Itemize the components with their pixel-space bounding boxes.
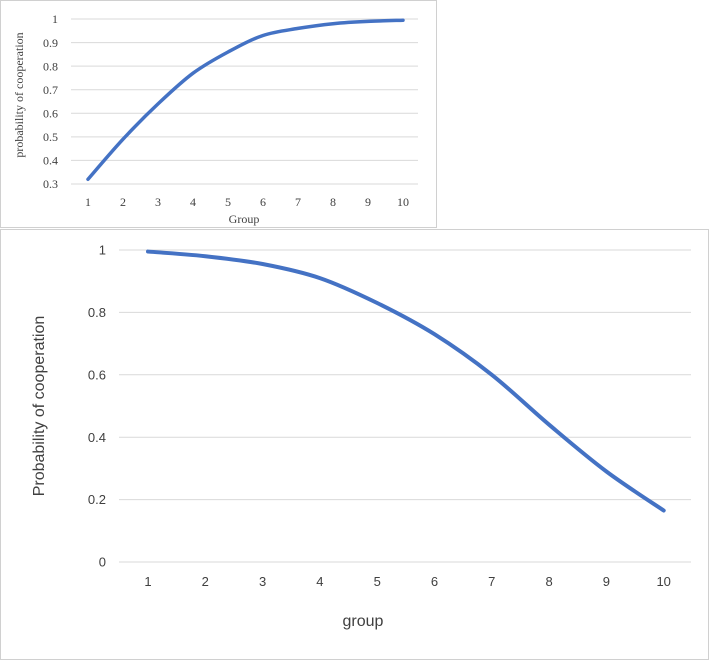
y-axis-title: Probability of cooperation xyxy=(31,316,48,497)
x-tick-label: 3 xyxy=(259,574,266,589)
y-axis-title: probability of cooperation xyxy=(12,32,26,157)
y-tick-label: 0.7 xyxy=(43,83,58,97)
y-tick-label: 1 xyxy=(52,12,58,26)
y-tick-label: 0.8 xyxy=(88,305,106,320)
y-tick-label: 0.6 xyxy=(43,106,58,120)
x-tick-label: 10 xyxy=(656,574,670,589)
x-tick-label: 9 xyxy=(365,195,371,209)
x-tick-label: 7 xyxy=(295,195,301,209)
x-tick-label: 10 xyxy=(397,195,409,209)
x-tick-label: 8 xyxy=(545,574,552,589)
chart-panel-bottom: 0 0.2 0.4 0.6 0.8 1 1 2 3 4 5 6 7 8 9 10 group Probabilit… xyxy=(0,229,709,660)
series-line xyxy=(88,20,403,179)
y-tick-label: 0.4 xyxy=(88,430,106,445)
x-tick-label: 5 xyxy=(225,195,231,209)
x-tick-label: 4 xyxy=(190,195,196,209)
x-tick-label: 5 xyxy=(374,574,381,589)
y-tick-label: 0.9 xyxy=(43,36,58,50)
x-tick-label: 8 xyxy=(330,195,336,209)
x-tick-label: 7 xyxy=(488,574,495,589)
x-tick-label: 6 xyxy=(431,574,438,589)
y-tick-label: 0.5 xyxy=(43,130,58,144)
series-line xyxy=(148,252,664,511)
x-axis-title: group xyxy=(343,613,384,630)
y-tick-label: 0 xyxy=(99,555,106,570)
x-tick-label: 9 xyxy=(603,574,610,589)
chart-bottom: 0 0.2 0.4 0.6 0.8 1 1 2 3 4 5 6 7 8 9 10 group Probabilit… xyxy=(1,230,709,661)
y-tick-label: 0.8 xyxy=(43,59,58,73)
x-tick-label: 1 xyxy=(85,195,91,209)
x-tick-label: 2 xyxy=(120,195,126,209)
y-tick-label: 0.3 xyxy=(43,177,58,191)
y-tick-label: 0.6 xyxy=(88,367,106,382)
x-tick-label: 4 xyxy=(316,574,323,589)
chart-panel-top: 0.3 0.4 0.5 0.6 0.7 0.8 0.9 1 1 2 3 4 5 6 7 8 9 10 Group pr… xyxy=(0,0,437,228)
x-tick-label: 6 xyxy=(260,195,266,209)
chart-top: 0.3 0.4 0.5 0.6 0.7 0.8 0.9 1 1 2 3 4 5 6 7 8 9 10 Group pr… xyxy=(1,1,438,229)
y-tick-label: 0.4 xyxy=(43,154,58,168)
x-tick-label: 1 xyxy=(144,574,151,589)
y-tick-label: 1 xyxy=(99,243,106,258)
x-axis-title: Group xyxy=(229,212,260,226)
y-tick-label: 0.2 xyxy=(88,492,106,507)
x-tick-label: 3 xyxy=(155,195,161,209)
x-tick-label: 2 xyxy=(202,574,209,589)
